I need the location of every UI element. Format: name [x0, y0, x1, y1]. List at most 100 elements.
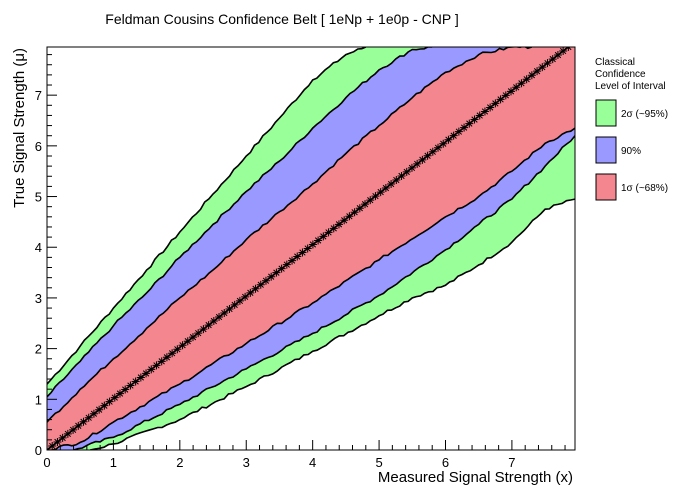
central-marker [121, 385, 130, 394]
central-marker [235, 296, 244, 305]
legend-swatch [595, 173, 617, 201]
central-marker [220, 308, 229, 317]
central-marker [136, 373, 145, 382]
central-marker [371, 192, 380, 201]
band-lower-edge [73, 135, 575, 450]
central-marker [434, 143, 443, 152]
central-marker [100, 401, 109, 410]
central-marker [418, 155, 427, 164]
central-marker [53, 437, 62, 446]
central-marker [527, 71, 536, 80]
central-marker [543, 59, 552, 68]
central-marker [272, 268, 281, 277]
central-marker [387, 180, 396, 189]
central-marker [188, 333, 197, 342]
band-lower-edge [90, 198, 575, 450]
band-lower-edge [47, 127, 575, 450]
central-marker [168, 349, 177, 358]
central-marker [350, 208, 359, 217]
x-tick-label: 0 [43, 455, 50, 470]
central-marker [486, 103, 495, 112]
central-marker [178, 341, 187, 350]
central-marker [58, 433, 67, 442]
central-marker [63, 429, 72, 438]
central-marker [246, 288, 255, 297]
central-marker [475, 111, 484, 120]
bands-group [47, 47, 575, 450]
central-marker [517, 79, 526, 88]
central-marker [288, 256, 297, 265]
central-marker [413, 159, 422, 168]
y-tick-label: 0 [35, 443, 42, 458]
central-marker [126, 381, 135, 390]
ticks-group: 0 1 2 3 4 5 6 7 0 1 2 3 4 5 6 7 [35, 54, 566, 470]
central-marker [199, 325, 208, 334]
central-marker [142, 369, 151, 378]
central-marker [324, 228, 333, 237]
central-marker [480, 107, 489, 116]
central-marker [329, 224, 338, 233]
central-marker [392, 175, 401, 184]
plot-area: 0 1 2 3 4 5 6 7 0 1 2 3 4 5 6 7 [35, 46, 576, 470]
central-marker [439, 139, 448, 148]
central-marker [376, 188, 385, 197]
central-marker [355, 204, 364, 213]
legend-label: 90% [621, 146, 641, 157]
central-marker [194, 329, 203, 338]
central-marker [444, 135, 453, 144]
central-marker [559, 47, 568, 56]
central-marker [491, 99, 500, 108]
y-axis-label: True Signal Strength (μ) [11, 48, 28, 208]
central-marker [131, 377, 140, 386]
legend: Classical Confidence Level of Interval 2… [595, 57, 668, 201]
central-marker [496, 95, 505, 104]
central-marker [522, 75, 531, 84]
central-marker [319, 232, 328, 241]
central-marker [340, 216, 349, 225]
central-marker [267, 272, 276, 281]
central-marker [538, 63, 547, 72]
band-upper-edge [47, 47, 433, 398]
central-marker [298, 248, 307, 257]
central-marker [95, 405, 104, 414]
central-marker [173, 345, 182, 354]
central-marker [423, 151, 432, 160]
central-marker [381, 184, 390, 193]
central-marker [553, 51, 562, 60]
central-marker [428, 147, 437, 156]
legend-swatch [595, 99, 617, 127]
central-marker [548, 55, 557, 64]
y-tick-label: 4 [35, 240, 42, 255]
legend-title-line-1: Classical [595, 57, 635, 68]
central-marker [512, 83, 521, 92]
legend-label: 2σ (~95%) [621, 109, 668, 120]
y-tick-label: 6 [35, 139, 42, 154]
central-marker [533, 67, 542, 76]
central-marker [460, 123, 469, 132]
central-marker [110, 393, 119, 402]
x-tick-label: 1 [110, 455, 117, 470]
central-marker [465, 119, 474, 128]
central-marker [449, 131, 458, 140]
central-marker [293, 252, 302, 261]
central-marker [215, 313, 224, 322]
central-marker [162, 353, 171, 362]
central-marker [397, 171, 406, 180]
y-tick-label: 7 [35, 88, 42, 103]
legend-title-line-2: Confidence [595, 69, 646, 80]
central-marker [282, 260, 291, 269]
band-upper-edge [47, 47, 533, 423]
x-tick-label: 2 [176, 455, 183, 470]
legend-swatch [595, 136, 617, 164]
central-marker [209, 317, 218, 326]
central-marker [241, 292, 250, 301]
y-tick-label: 5 [35, 190, 42, 205]
central-marker [454, 127, 463, 136]
x-axis-label: Measured Signal Strength (x) [378, 469, 573, 486]
x-tick-label: 7 [508, 455, 515, 470]
central-marker [261, 276, 270, 285]
central-marker [89, 409, 98, 418]
central-marker [225, 304, 234, 313]
chart-title: Feldman Cousins Confidence Belt [ 1eNp +… [105, 11, 458, 27]
